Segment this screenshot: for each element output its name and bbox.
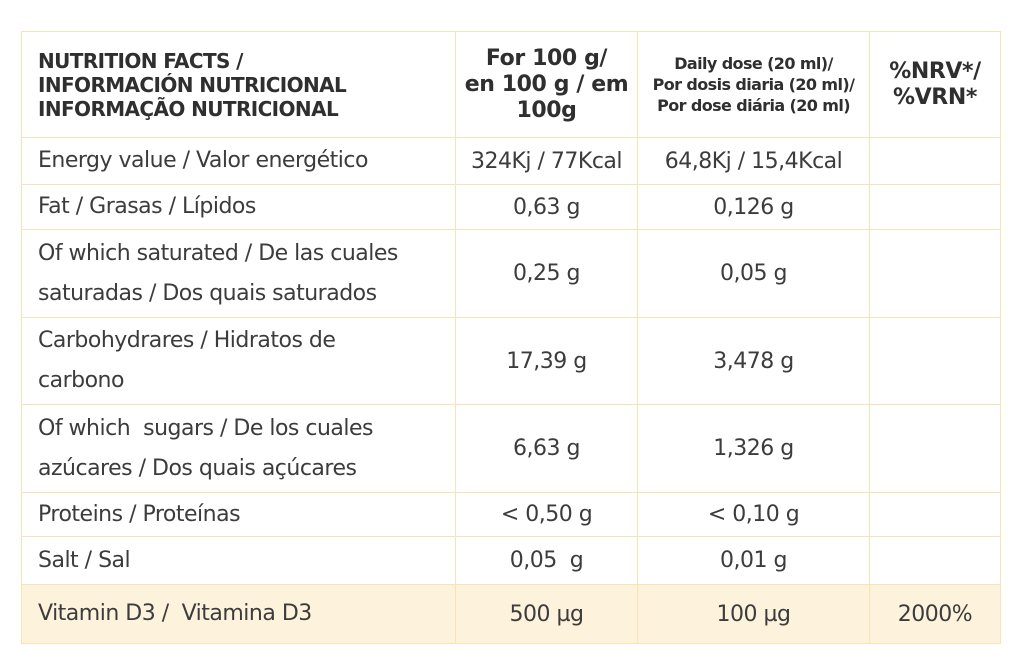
header-label-line: INFORMAÇÃO NUTRICIONAL bbox=[38, 96, 339, 121]
row-dose-value: 100 µg bbox=[637, 584, 870, 644]
table-row-saturated: Of which saturated / De las cuales satur… bbox=[21, 229, 1001, 318]
row-nrv-value bbox=[869, 404, 1001, 493]
header-label-line: INFORMACIÓN NUTRICIONAL bbox=[38, 72, 347, 97]
row-label-text: carbono bbox=[38, 368, 124, 393]
row-label-text: Of which sugars / De los cuales bbox=[38, 415, 374, 441]
row-label-text: Vitamin D3 / Vitamina D3 bbox=[38, 601, 312, 626]
header-dose-line: Daily dose (20 ml)/ bbox=[674, 54, 833, 73]
row-dose-value: 64,8Kj / 15,4Kcal bbox=[637, 137, 870, 185]
header-daily-dose: Daily dose (20 ml)/ Por dosis diaria (20… bbox=[637, 31, 870, 138]
header-nrv-line: %NRV*/ bbox=[889, 58, 981, 84]
header-nrv: %NRV*/ %VRN* bbox=[869, 31, 1001, 138]
header-dose-line: Por dosis diaria (20 ml)/ bbox=[652, 75, 855, 94]
row-per100-value: 500 µg bbox=[455, 584, 638, 644]
row-dose-value: 0,05 g bbox=[637, 229, 870, 318]
nutrition-facts-table: NUTRITION FACTS / INFORMACIÓN NUTRICIONA… bbox=[21, 31, 1001, 644]
row-nrv-value bbox=[869, 317, 1001, 405]
row-per100-value: 17,39 g bbox=[455, 317, 638, 405]
table-row-fat: Fat / Grasas / Lípidos 0,63 g 0,126 g bbox=[21, 184, 1001, 230]
table-header-row: NUTRITION FACTS / INFORMACIÓN NUTRICIONA… bbox=[21, 31, 1001, 138]
row-nrv-value bbox=[869, 492, 1001, 537]
row-per100-value: 0,63 g bbox=[455, 184, 638, 230]
row-label-text: Salt / Sal bbox=[38, 547, 131, 573]
row-label-text: saturadas / Dos quais saturados bbox=[38, 280, 377, 306]
row-nrv-value bbox=[869, 536, 1001, 585]
table-row-salt: Salt / Sal 0,05 g 0,01 g bbox=[21, 536, 1001, 585]
row-nrv-value bbox=[869, 229, 1001, 318]
row-label: Vitamin D3 / Vitamina D3 bbox=[21, 584, 456, 644]
table-row-energy: Energy value / Valor energético 324Kj / … bbox=[21, 137, 1001, 185]
row-per100-value: 0,05 g bbox=[455, 536, 638, 585]
header-per-100g: For 100 g/ en 100 g / em 100g bbox=[455, 31, 638, 138]
row-label-text: Of which saturated / De las cuales bbox=[38, 240, 398, 266]
header-label-line: NUTRITION FACTS / bbox=[38, 48, 243, 73]
row-label: Of which sugars / De los cuales azúcares… bbox=[21, 404, 456, 493]
row-label: Carbohydrares / Hidratos de carbono bbox=[21, 317, 456, 405]
table-row-vitamin-d3: Vitamin D3 / Vitamina D3 500 µg 100 µg 2… bbox=[21, 584, 1001, 644]
header-nrv-line: %VRN* bbox=[893, 84, 977, 110]
table-row-proteins: Proteins / Proteínas < 0,50 g < 0,10 g bbox=[21, 492, 1001, 537]
row-label-text: Energy value / Valor energético bbox=[38, 148, 368, 173]
row-nrv-value bbox=[869, 137, 1001, 185]
row-label-text: azúcares / Dos quais açúcares bbox=[38, 455, 357, 481]
row-dose-value: 0,126 g bbox=[637, 184, 870, 230]
header-per100-line: 100g bbox=[516, 97, 577, 123]
header-per100-line: en 100 g / em bbox=[464, 71, 629, 97]
row-label-text: Carbohydrares / Hidratos de bbox=[38, 328, 336, 353]
header-per100-line: For 100 g/ bbox=[485, 45, 608, 71]
row-per100-value: 0,25 g bbox=[455, 229, 638, 318]
row-label: Fat / Grasas / Lípidos bbox=[21, 184, 456, 230]
row-per100-value: < 0,50 g bbox=[455, 492, 638, 537]
table-row-sugars: Of which sugars / De los cuales azúcares… bbox=[21, 404, 1001, 493]
row-label-text: Proteins / Proteínas bbox=[38, 501, 241, 527]
row-label: Proteins / Proteínas bbox=[21, 492, 456, 537]
row-label: Energy value / Valor energético bbox=[21, 137, 456, 185]
header-dose-line: Por dose diária (20 ml) bbox=[657, 96, 850, 115]
row-label-text: Fat / Grasas / Lípidos bbox=[38, 194, 256, 219]
row-dose-value: 3,478 g bbox=[637, 317, 870, 405]
row-label: Salt / Sal bbox=[21, 536, 456, 585]
row-dose-value: 1,326 g bbox=[637, 404, 870, 493]
table-row-carbohydrates: Carbohydrares / Hidratos de carbono 17,3… bbox=[21, 317, 1001, 405]
row-nrv-value bbox=[869, 184, 1001, 230]
row-nrv-value: 2000% bbox=[869, 584, 1001, 644]
row-label: Of which saturated / De las cuales satur… bbox=[21, 229, 456, 318]
row-dose-value: 0,01 g bbox=[637, 536, 870, 585]
row-per100-value: 324Kj / 77Kcal bbox=[455, 137, 638, 185]
row-dose-value: < 0,10 g bbox=[637, 492, 870, 537]
header-nutrition-facts: NUTRITION FACTS / INFORMACIÓN NUTRICIONA… bbox=[21, 31, 456, 138]
row-per100-value: 6,63 g bbox=[455, 404, 638, 493]
